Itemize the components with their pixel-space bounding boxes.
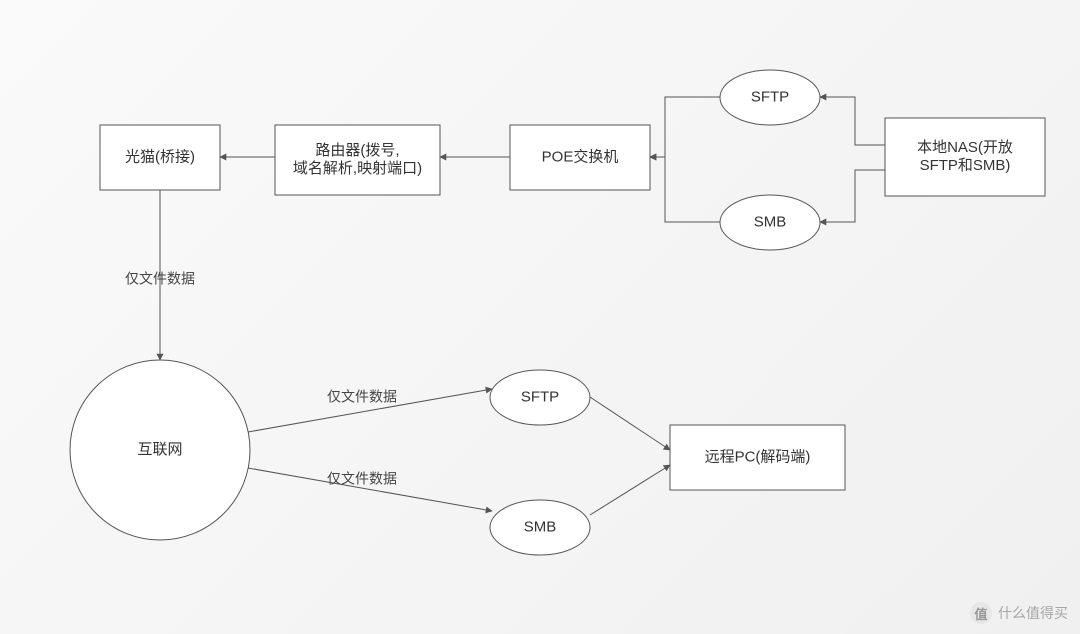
node-label: 本地NAS(开放 [917, 139, 1013, 156]
node-internet: 互联网 [70, 360, 250, 540]
node-label: 路由器(拨号, [315, 142, 399, 159]
node-label: POE交换机 [542, 147, 619, 165]
node-smb_bot: SMB [490, 500, 590, 555]
edge-label: 仅文件数据 [125, 271, 195, 287]
node-label: SFTP [521, 388, 559, 405]
edge-sftp_top-poe [650, 97, 720, 157]
node-label: SFTP和SMB) [920, 157, 1011, 174]
node-poe: POE交换机 [510, 125, 650, 190]
edge-nas-sftp_top [820, 97, 885, 145]
node-label: SMB [754, 213, 787, 230]
network-diagram: 仅文件数据仅文件数据仅文件数据 光猫(桥接)路由器(拨号,域名解析,映射端口)P… [0, 0, 1080, 634]
node-label: 远程PC(解码端) [705, 448, 811, 465]
node-sftp_bot: SFTP [490, 370, 590, 425]
edge-smb_top-poe [650, 157, 720, 222]
edge-label: 仅文件数据 [327, 471, 397, 487]
watermark-text: 什么值得买 [998, 603, 1068, 623]
node-label: SMB [524, 518, 557, 535]
node-sftp_top: SFTP [720, 70, 820, 125]
node-smb_top: SMB [720, 195, 820, 250]
edge-sftp_bot-remote_pc [590, 397, 670, 450]
node-label: 域名解析,映射端口) [293, 160, 422, 177]
node-router: 路由器(拨号,域名解析,映射端口) [275, 125, 440, 195]
watermark: 值 什么值得买 [970, 602, 1068, 624]
edge-nas-smb_top [820, 170, 885, 222]
edge-smb_bot-remote_pc [590, 465, 670, 515]
node-remote_pc: 远程PC(解码端) [670, 425, 845, 490]
watermark-badge: 值 [970, 602, 992, 624]
node-modem: 光猫(桥接) [100, 125, 220, 190]
node-nas: 本地NAS(开放SFTP和SMB) [885, 118, 1045, 196]
nodes-layer: 光猫(桥接) 路由器(拨号,域名解析,映射端口) POE交换机 SFTP SMB 本地NA… [70, 70, 1045, 555]
edge-label: 仅文件数据 [327, 389, 397, 405]
node-label: SFTP [751, 88, 789, 105]
node-label: 互联网 [137, 441, 182, 458]
node-label: 光猫(桥接) [125, 148, 195, 165]
